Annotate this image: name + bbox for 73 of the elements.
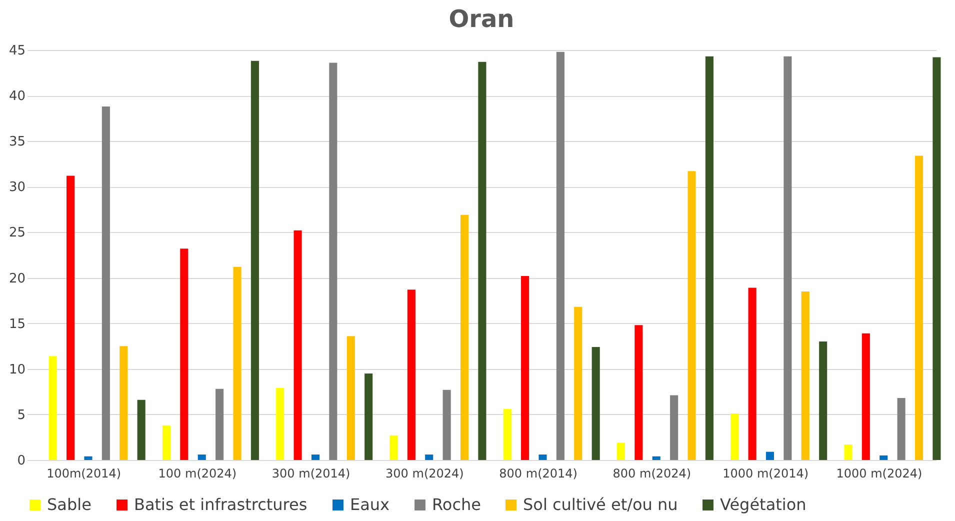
bar: [233, 266, 242, 460]
bar: [844, 444, 852, 460]
legend-label: Sol cultivé et/ou nu: [523, 495, 678, 514]
bar: [748, 288, 756, 460]
bar: [688, 171, 696, 460]
x-tick-label: 800 m(2014): [499, 466, 578, 480]
bar: [819, 342, 828, 460]
x-tick-label: 300 m(2014): [272, 466, 350, 480]
x-tick-label: 1000 m(2024): [836, 466, 922, 480]
y-tick-label: 5: [17, 408, 26, 423]
bar: [730, 414, 739, 460]
bar: [574, 306, 582, 460]
bar: [311, 454, 320, 460]
y-tick-label: 45: [8, 44, 26, 58]
bar: [346, 336, 355, 460]
y-tick-label: 10: [8, 362, 26, 378]
bar: [407, 290, 416, 460]
chart-title: Oran: [448, 5, 514, 33]
bar: [538, 454, 547, 460]
bar: [670, 395, 678, 460]
bar: [84, 456, 92, 460]
legend-label: Végétation: [720, 495, 806, 514]
bar: [198, 454, 206, 460]
bar: [652, 456, 660, 460]
bar: [180, 248, 188, 460]
y-tick-label: 40: [8, 89, 26, 104]
y-tick-label: 15: [8, 316, 26, 332]
bar: [120, 346, 128, 460]
bar: [48, 356, 57, 460]
legend-label: Sable: [47, 495, 92, 514]
bar: [216, 388, 224, 460]
bar: [801, 291, 810, 460]
y-tick-label: 0: [17, 454, 26, 468]
bar: [364, 373, 373, 460]
x-tick-label: 800 m(2024): [612, 466, 692, 480]
bar: [616, 442, 625, 460]
bar: [294, 230, 302, 460]
legend-label: Batis et infrastrctures: [134, 495, 308, 514]
bar: [162, 425, 170, 460]
bar: [880, 455, 888, 460]
bar: [914, 156, 924, 460]
y-tick-label: 30: [8, 180, 26, 196]
bar: [503, 408, 512, 460]
x-tick-label: 100m(2014): [46, 466, 122, 480]
y-tick-label: 20: [8, 271, 26, 286]
bar: [137, 400, 146, 460]
legend-label: Eaux: [350, 495, 390, 514]
bar: [425, 454, 434, 460]
bar: [897, 398, 906, 460]
x-tick-label: 300 m(2024): [386, 466, 464, 480]
bar: [521, 276, 530, 460]
bar: [390, 435, 398, 460]
bar: [250, 60, 259, 460]
bar: [66, 176, 75, 460]
bar: [556, 52, 564, 460]
bar: [276, 388, 284, 460]
bar: [102, 106, 110, 460]
bar: [784, 56, 792, 460]
bar: [705, 56, 714, 460]
bar: [592, 347, 600, 460]
y-tick-label: 35: [8, 134, 26, 150]
bar: [766, 452, 774, 460]
bar: [442, 390, 451, 460]
bar: [634, 325, 643, 460]
bar: [478, 62, 486, 460]
x-tick-label: 100 m(2024): [158, 466, 237, 480]
bar: [329, 62, 338, 460]
legend-label: Roche: [432, 495, 481, 514]
x-tick-label: 1000 m(2014): [722, 466, 809, 480]
bar: [862, 333, 870, 460]
bar: [460, 214, 469, 460]
y-tick-label: 25: [8, 226, 26, 241]
bar: [932, 57, 941, 460]
